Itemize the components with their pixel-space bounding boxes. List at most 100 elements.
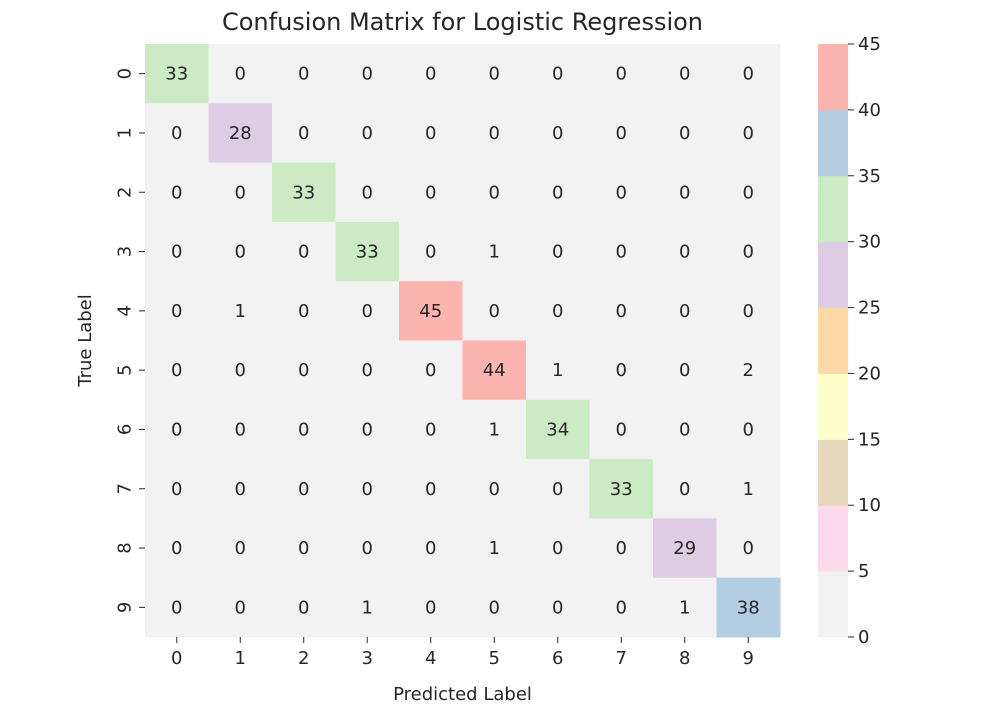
heatmap-cell xyxy=(335,281,400,341)
cell-value-label: 44 xyxy=(483,360,506,381)
heatmap-cell xyxy=(272,281,336,341)
heatmap-cell xyxy=(399,162,463,223)
heatmap-cell xyxy=(399,281,463,341)
cell-value-label: 1 xyxy=(489,242,500,263)
heatmap-cell xyxy=(589,103,654,164)
heatmap-cell xyxy=(589,459,654,519)
heatmap-cell xyxy=(145,459,209,519)
cell-value-label: 0 xyxy=(235,64,246,85)
cell-value-label: 1 xyxy=(489,538,500,559)
colorbar: 0 5 10 15 20 25 30 35 40 45 xyxy=(818,34,881,648)
cell-value-label: 0 xyxy=(616,538,627,559)
cell-value-label: 0 xyxy=(679,419,690,440)
cell-value-label: 0 xyxy=(489,597,500,618)
cell-value-label: 0 xyxy=(362,64,373,85)
x-tick-label: 4 xyxy=(425,648,436,669)
heatmap-cell xyxy=(272,103,336,164)
heatmap-grid: 33 0 0 0 0 0 0 0 0 0 0 28 0 0 0 0 0 0 0 0 0 0 33 0 0 0 0 0 0 0 0 0 0 33 0 1… xyxy=(145,44,781,638)
heatmap-cell xyxy=(653,162,717,223)
heatmap-cell xyxy=(335,577,400,638)
heatmap-cell xyxy=(589,340,654,401)
heatmap-cell xyxy=(716,44,781,104)
cell-value-label: 33 xyxy=(165,64,188,85)
cell-value-label: 0 xyxy=(298,123,309,144)
colorbar-tick-label: 40 xyxy=(858,100,881,121)
cell-value-label: 0 xyxy=(298,64,309,85)
cell-value-label: 1 xyxy=(362,597,373,618)
cell-value-label: 0 xyxy=(298,419,309,440)
cell-value-label: 0 xyxy=(616,301,627,322)
cell-value-label: 0 xyxy=(362,182,373,203)
cell-value-label: 0 xyxy=(362,123,373,144)
cell-value-label: 0 xyxy=(235,479,246,500)
heatmap-cell xyxy=(145,577,209,638)
y-tick-label: 6 xyxy=(115,424,136,435)
colorbar-tick-label: 15 xyxy=(858,429,881,450)
heatmap-cell xyxy=(589,221,654,282)
heatmap-cell xyxy=(335,221,400,282)
heatmap-cell xyxy=(208,44,273,104)
heatmap-cell xyxy=(462,577,527,638)
heatmap-cell xyxy=(589,44,654,104)
cell-value-label: 0 xyxy=(679,123,690,144)
heatmap-cell xyxy=(716,399,781,460)
cell-value-label: 0 xyxy=(298,360,309,381)
colorbar-band xyxy=(818,109,848,177)
heatmap-cell xyxy=(335,44,400,104)
heatmap-cell xyxy=(399,44,463,104)
heatmap-cell xyxy=(399,340,463,401)
heatmap-cell xyxy=(208,459,273,519)
cell-value-label: 0 xyxy=(425,479,436,500)
heatmap-cell xyxy=(716,459,781,519)
heatmap-cell xyxy=(526,399,590,460)
heatmap-cell xyxy=(716,518,781,579)
cell-value-label: 0 xyxy=(171,123,182,144)
cell-value-label: 0 xyxy=(425,182,436,203)
cell-value-label: 0 xyxy=(362,479,373,500)
heatmap-cell xyxy=(526,459,590,519)
heatmap-cell xyxy=(653,281,717,341)
cell-value-label: 34 xyxy=(546,419,569,440)
heatmap-cell xyxy=(462,103,527,164)
cell-value-label: 0 xyxy=(425,64,436,85)
cell-value-label: 0 xyxy=(171,301,182,322)
heatmap-cell xyxy=(653,103,717,164)
cell-value-label: 0 xyxy=(489,301,500,322)
cell-value-label: 0 xyxy=(171,182,182,203)
y-tick-label: 7 xyxy=(115,483,136,494)
cell-value-label: 0 xyxy=(743,538,754,559)
heatmap-cell xyxy=(208,577,273,638)
cell-value-label: 33 xyxy=(356,242,379,263)
heatmap-cell xyxy=(716,221,781,282)
cell-value-label: 0 xyxy=(298,479,309,500)
heatmap-cell xyxy=(145,162,209,223)
colorbar-tick-label: 10 xyxy=(858,495,881,516)
x-axis-label: Predicted Label xyxy=(393,684,532,705)
heatmap-cell xyxy=(335,340,400,401)
cell-value-label: 0 xyxy=(743,301,754,322)
y-axis-label: True Label xyxy=(75,294,96,388)
heatmap-cell xyxy=(526,577,590,638)
cell-value-label: 0 xyxy=(362,301,373,322)
heatmap-cell xyxy=(462,221,527,282)
heatmap-cell xyxy=(335,162,400,223)
heatmap-cell xyxy=(526,281,590,341)
x-tick-label: 2 xyxy=(298,648,309,669)
heatmap-cell xyxy=(335,103,400,164)
colorbar-tick-label: 30 xyxy=(858,232,881,253)
cell-value-label: 33 xyxy=(292,182,315,203)
heatmap-cell xyxy=(462,281,527,341)
colorbar-tick-label: 25 xyxy=(858,298,881,319)
cell-value-label: 0 xyxy=(679,242,690,263)
cell-value-label: 0 xyxy=(552,242,563,263)
cell-value-label: 0 xyxy=(616,597,627,618)
y-tick-label: 8 xyxy=(115,542,136,553)
y-tick-label: 0 xyxy=(115,68,136,79)
cell-value-label: 0 xyxy=(743,242,754,263)
cell-value-label: 0 xyxy=(425,597,436,618)
cell-value-label: 0 xyxy=(616,360,627,381)
cell-value-label: 0 xyxy=(489,479,500,500)
y-tick-label: 2 xyxy=(115,187,136,198)
cell-value-label: 0 xyxy=(552,301,563,322)
